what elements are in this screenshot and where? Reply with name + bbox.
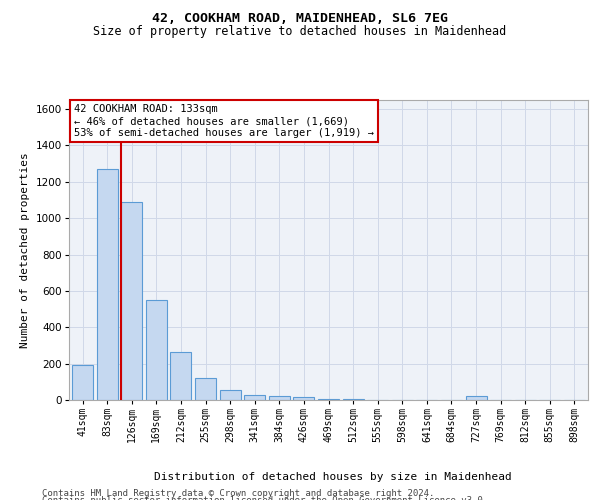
Bar [269, 396, 290, 400]
Bar [146, 300, 167, 400]
Bar [121, 202, 142, 400]
Text: Contains HM Land Registry data © Crown copyright and database right 2024.: Contains HM Land Registry data © Crown c… [42, 489, 434, 498]
Bar [170, 352, 191, 400]
Bar [97, 169, 118, 400]
Bar [318, 399, 339, 400]
Text: 42, COOKHAM ROAD, MAIDENHEAD, SL6 7EG: 42, COOKHAM ROAD, MAIDENHEAD, SL6 7EG [152, 12, 448, 26]
Bar [195, 378, 216, 400]
Bar [466, 396, 487, 400]
Bar [343, 399, 364, 400]
Bar [244, 394, 265, 400]
Bar [220, 390, 241, 400]
Text: Contains public sector information licensed under the Open Government Licence v3: Contains public sector information licen… [42, 496, 488, 500]
Bar [72, 366, 93, 400]
Text: Size of property relative to detached houses in Maidenhead: Size of property relative to detached ho… [94, 25, 506, 38]
Y-axis label: Number of detached properties: Number of detached properties [20, 152, 30, 348]
Bar [293, 398, 314, 400]
Text: Distribution of detached houses by size in Maidenhead: Distribution of detached houses by size … [154, 472, 512, 482]
Text: 42 COOKHAM ROAD: 133sqm
← 46% of detached houses are smaller (1,669)
53% of semi: 42 COOKHAM ROAD: 133sqm ← 46% of detache… [74, 104, 374, 138]
